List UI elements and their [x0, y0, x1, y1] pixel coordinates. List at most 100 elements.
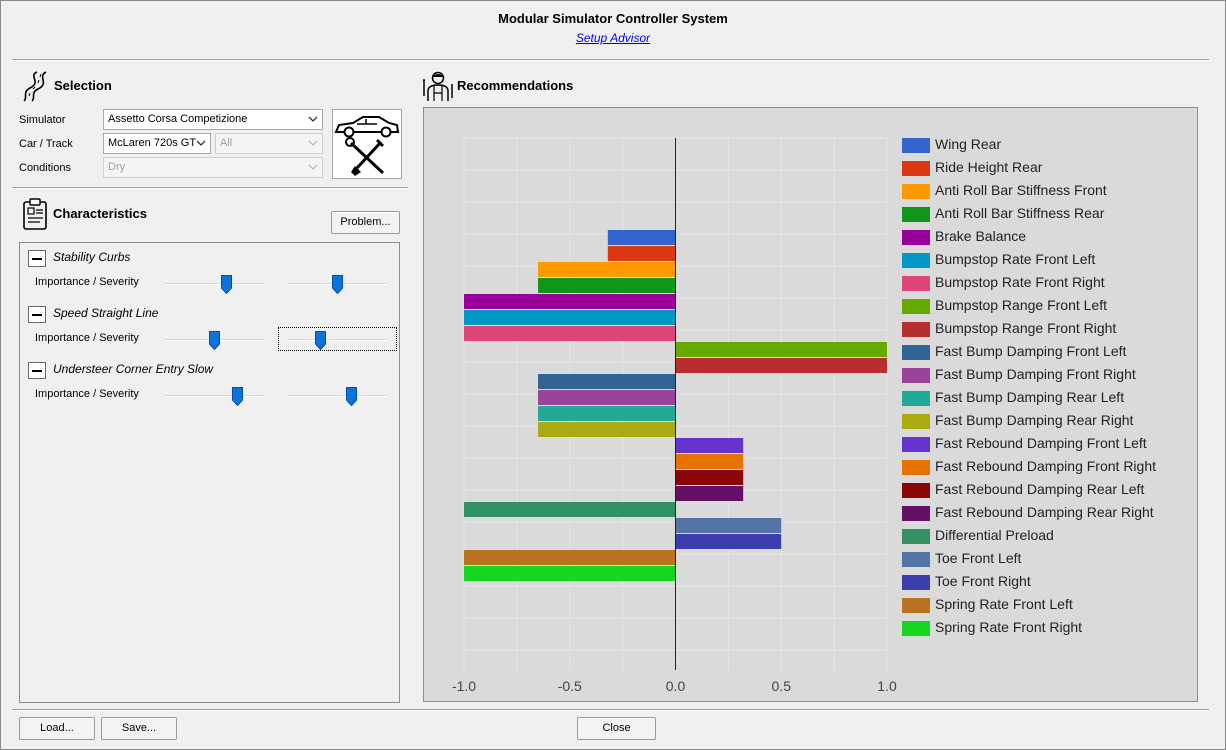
slider-thumb[interactable] [232, 387, 243, 406]
legend-label: Toe Front Left [935, 550, 1022, 566]
slider-track [164, 395, 264, 397]
slider-thumb[interactable] [315, 331, 326, 350]
importance-severity-label: Importance / Severity [35, 388, 139, 400]
chart-bar [675, 438, 744, 453]
severity-slider[interactable] [287, 384, 387, 406]
legend-label: Differential Preload [935, 527, 1054, 543]
legend-label: Bumpstop Range Front Left [935, 297, 1107, 313]
legend-label: Anti Roll Bar Stiffness Rear [935, 205, 1105, 221]
legend-swatch [902, 575, 930, 590]
characteristic-item: Speed Straight Line Importance / Severit… [20, 299, 399, 355]
problem-button[interactable]: Problem... [331, 211, 400, 234]
load-button-label: Load... [40, 722, 74, 734]
slider-thumb[interactable] [209, 331, 220, 350]
slider-thumb[interactable] [221, 275, 232, 294]
collapse-button[interactable] [28, 362, 46, 379]
simulator-dropdown[interactable]: Assetto Corsa Competizione [103, 109, 323, 130]
characteristic-name: Speed Straight Line [53, 306, 159, 320]
importance-severity-label: Importance / Severity [35, 276, 139, 288]
legend-swatch [902, 506, 930, 521]
importance-slider[interactable] [164, 272, 264, 294]
chart-bar [538, 390, 676, 405]
legend-swatch [902, 598, 930, 613]
legend-swatch [902, 552, 930, 567]
characteristics-title: Characteristics [53, 206, 147, 221]
legend-swatch [902, 368, 930, 383]
footer-divider [12, 709, 1209, 711]
recommendations-chart: -1.0 -0.5 0.0 0.5 1.0 [452, 137, 897, 694]
legend-swatch [902, 391, 930, 406]
chart-bar [675, 534, 782, 549]
x-tick-label: 0.5 [772, 678, 792, 694]
selection-divider [12, 187, 408, 189]
car-tools-icon [334, 116, 400, 176]
chart-bar [464, 566, 676, 581]
collapse-button[interactable] [28, 250, 46, 267]
chart-bar [675, 486, 744, 501]
car-dropdown[interactable]: McLaren 720s GT [103, 133, 211, 154]
importance-severity-label: Importance / Severity [35, 332, 139, 344]
car-setup-image [332, 109, 402, 179]
severity-slider[interactable] [287, 272, 387, 294]
chart-bar [464, 310, 676, 325]
legend-label: Ride Height Rear [935, 159, 1043, 175]
clipboard-icon [23, 198, 47, 230]
legend-label: Fast Rebound Damping Rear Left [935, 481, 1145, 497]
collapse-button[interactable] [28, 306, 46, 323]
track-dropdown: All [215, 133, 323, 154]
legend-swatch [902, 437, 930, 452]
legend-label: Brake Balance [935, 228, 1027, 244]
characteristics-panel[interactable]: Stability Curbs Importance / Severity Sp… [19, 242, 400, 703]
importance-slider[interactable] [164, 384, 264, 406]
x-tick-label: 1.0 [877, 678, 897, 694]
legend-label: Bumpstop Rate Front Right [935, 274, 1105, 290]
chevron-down-icon [308, 140, 318, 146]
legend-swatch [902, 529, 930, 544]
x-tick-label: -0.5 [558, 678, 582, 694]
slider-thumb[interactable] [332, 275, 343, 294]
recommendations-chart-panel: -1.0 -0.5 0.0 0.5 1.0 Wing Rear Ride Height R… [423, 107, 1198, 702]
legend-swatch [902, 621, 930, 636]
legend-label: Spring Rate Front Right [935, 619, 1083, 635]
chart-bar [538, 422, 676, 437]
legend-swatch [902, 345, 930, 360]
chart-bar [607, 246, 676, 261]
legend-label: Anti Roll Bar Stiffness Front [935, 182, 1107, 198]
chart-bar [675, 358, 887, 373]
setup-advisor-link[interactable]: Setup Advisor [575, 31, 651, 45]
legend-swatch [902, 299, 930, 314]
legend-label: Fast Bump Damping Front Left [935, 343, 1127, 359]
legend-label: Fast Rebound Damping Front Left [935, 435, 1147, 451]
characteristic-name: Understeer Corner Entry Slow [53, 362, 214, 376]
recommendations-title: Recommendations [457, 78, 574, 93]
legend-swatch [902, 138, 930, 153]
chevron-down-icon [196, 138, 206, 148]
chart-bar [675, 518, 782, 533]
legend-label: Bumpstop Rate Front Left [935, 251, 1096, 267]
chevron-down-icon [308, 116, 318, 122]
severity-slider[interactable] [278, 327, 397, 351]
legend-label: Fast Bump Damping Rear Right [935, 412, 1134, 428]
slider-thumb[interactable] [346, 387, 357, 406]
chart-bar [538, 262, 676, 277]
close-button-label: Close [602, 722, 631, 734]
conditions-label: Conditions [19, 162, 71, 174]
conditions-value: Dry [108, 161, 126, 173]
legend-swatch [902, 230, 930, 245]
slider-track [287, 339, 387, 341]
legend-swatch [902, 184, 930, 199]
chart-bar [607, 230, 676, 245]
legend-label: Fast Rebound Damping Front Right [935, 458, 1156, 474]
characteristic-name: Stability Curbs [53, 250, 131, 264]
load-button[interactable]: Load... [19, 717, 95, 740]
close-button[interactable]: Close [577, 717, 656, 740]
slider-track [287, 395, 387, 397]
save-button[interactable]: Save... [101, 717, 177, 740]
legend-label: Fast Bump Damping Rear Left [935, 389, 1125, 405]
chevron-down-icon [308, 164, 318, 170]
characteristic-item: Understeer Corner Entry Slow Importance … [20, 355, 399, 411]
characteristic-item: Stability Curbs Importance / Severity [20, 243, 399, 299]
importance-slider[interactable] [164, 328, 264, 350]
legend-swatch [902, 460, 930, 475]
legend-label: Fast Bump Damping Front Right [935, 366, 1136, 382]
